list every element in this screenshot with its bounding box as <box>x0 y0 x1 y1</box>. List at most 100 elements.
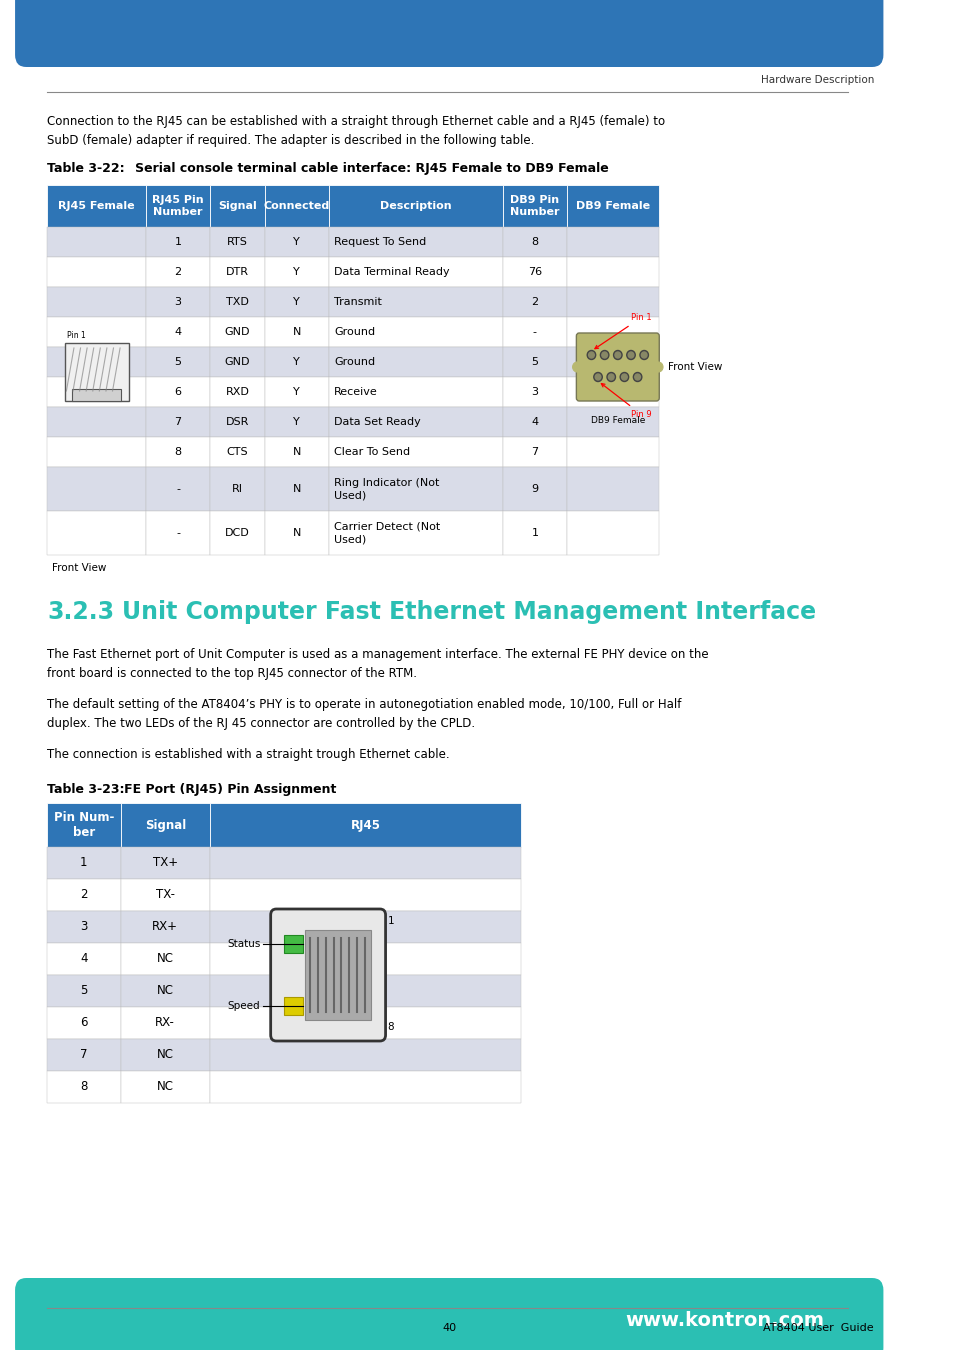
Text: CTS: CTS <box>226 447 248 458</box>
Text: FE Port (RJ45) Pin Assignment: FE Port (RJ45) Pin Assignment <box>111 783 336 796</box>
Bar <box>502 185 566 227</box>
Text: Ground: Ground <box>334 327 375 338</box>
Bar <box>284 998 302 1015</box>
Bar <box>146 256 210 288</box>
Bar <box>146 185 210 227</box>
FancyBboxPatch shape <box>15 1278 882 1350</box>
Bar <box>47 879 120 911</box>
Bar <box>210 944 520 975</box>
Bar <box>566 185 659 227</box>
Text: RI: RI <box>232 485 243 494</box>
Bar <box>120 944 210 975</box>
Text: NC: NC <box>156 1049 173 1061</box>
Text: TX+: TX+ <box>152 856 177 869</box>
Bar <box>146 227 210 256</box>
Bar <box>502 288 566 317</box>
Bar <box>502 467 566 512</box>
Text: 1: 1 <box>80 856 88 869</box>
Text: 2: 2 <box>531 297 537 306</box>
Bar <box>502 256 566 288</box>
Circle shape <box>595 374 600 379</box>
Bar <box>47 288 146 317</box>
Text: 3.2.3: 3.2.3 <box>47 599 114 624</box>
Text: 1: 1 <box>174 238 181 247</box>
Bar <box>502 512 566 555</box>
Bar <box>284 936 302 953</box>
Bar <box>329 437 502 467</box>
Text: 4: 4 <box>531 417 537 427</box>
Bar <box>566 227 659 256</box>
Text: 3: 3 <box>80 921 88 933</box>
Text: 1: 1 <box>531 528 537 539</box>
Bar <box>329 317 502 347</box>
Text: DTR: DTR <box>226 267 249 277</box>
Bar <box>47 846 120 879</box>
Bar <box>27 1320 871 1349</box>
Bar <box>210 406 264 437</box>
Bar <box>47 185 146 227</box>
Circle shape <box>601 352 607 358</box>
Bar <box>210 1007 520 1040</box>
Bar <box>47 256 146 288</box>
Text: 5: 5 <box>174 356 181 367</box>
Bar <box>210 879 520 911</box>
Text: 5: 5 <box>531 356 537 367</box>
Bar <box>329 406 502 437</box>
Bar <box>264 437 329 467</box>
Text: -: - <box>175 528 180 539</box>
Text: Data Set Ready: Data Set Ready <box>334 417 420 427</box>
Circle shape <box>619 373 628 382</box>
Bar <box>329 512 502 555</box>
Bar <box>47 406 146 437</box>
Bar <box>120 803 210 846</box>
Bar <box>47 512 146 555</box>
Bar <box>146 288 210 317</box>
Bar <box>146 406 210 437</box>
Bar <box>566 406 659 437</box>
Bar <box>502 347 566 377</box>
Text: 3: 3 <box>531 387 537 397</box>
Circle shape <box>588 352 594 358</box>
Bar <box>264 347 329 377</box>
Bar <box>146 377 210 406</box>
Circle shape <box>593 373 601 382</box>
Bar <box>502 377 566 406</box>
Bar <box>566 512 659 555</box>
Text: -: - <box>175 485 180 494</box>
Text: Hardware Description: Hardware Description <box>760 76 874 85</box>
Bar <box>264 406 329 437</box>
Text: Signal: Signal <box>217 201 256 211</box>
Text: N: N <box>293 327 300 338</box>
Bar <box>329 347 502 377</box>
Text: NC: NC <box>156 1080 173 1094</box>
Text: Table 3-23:: Table 3-23: <box>47 783 125 796</box>
Text: DSR: DSR <box>226 417 249 427</box>
Bar <box>264 377 329 406</box>
Bar <box>566 377 659 406</box>
Text: DB9 Female: DB9 Female <box>590 416 644 425</box>
Text: NC: NC <box>156 984 173 998</box>
Text: DB9 Pin
Number: DB9 Pin Number <box>510 196 559 217</box>
Text: Pin 1: Pin 1 <box>595 313 651 348</box>
Bar <box>47 227 146 256</box>
Text: NC: NC <box>156 953 173 965</box>
Bar <box>47 347 146 377</box>
Text: RJ45 Female: RJ45 Female <box>58 201 134 211</box>
Text: 6: 6 <box>174 387 181 397</box>
Text: Connection to the RJ45 can be established with a straight through Ethernet cable: Connection to the RJ45 can be establishe… <box>47 115 664 147</box>
Bar <box>329 256 502 288</box>
Text: TXD: TXD <box>226 297 249 306</box>
Text: Front View: Front View <box>667 362 721 373</box>
Bar <box>47 944 120 975</box>
Text: 1: 1 <box>387 917 394 926</box>
Circle shape <box>587 351 595 359</box>
Text: Serial console terminal cable interface: RJ45 Female to DB9 Female: Serial console terminal cable interface:… <box>122 162 609 176</box>
Bar <box>210 512 264 555</box>
Bar <box>264 467 329 512</box>
Text: Receive: Receive <box>334 387 377 397</box>
Text: N: N <box>293 485 300 494</box>
Text: Y: Y <box>293 238 300 247</box>
Text: The connection is established with a straight trough Ethernet cable.: The connection is established with a str… <box>47 748 449 761</box>
Text: Y: Y <box>293 297 300 306</box>
Text: DB9 Female: DB9 Female <box>576 201 650 211</box>
